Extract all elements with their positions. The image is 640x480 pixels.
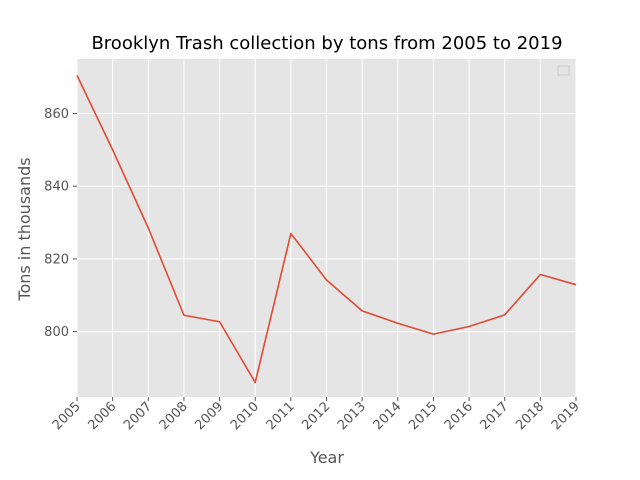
series-layer <box>76 75 577 384</box>
x-tick-label: 2013 <box>335 399 369 433</box>
x-tick-label: 2010 <box>228 399 262 433</box>
y-tick-label: 860 <box>44 107 69 122</box>
x-tick-label: 2006 <box>85 399 119 433</box>
y-tick-label: 800 <box>44 325 69 340</box>
x-tick-label: 2012 <box>299 399 333 433</box>
x-axis-label: Year <box>309 448 344 467</box>
legend-box <box>557 65 570 76</box>
y-axis-label: Tons in thousands <box>15 157 34 301</box>
x-tick-label: 2019 <box>549 399 583 433</box>
x-tick-label: 2008 <box>157 399 191 433</box>
x-tick-label: 2007 <box>121 399 155 433</box>
x-tick-label: 2011 <box>264 399 298 433</box>
grid-lines <box>76 59 577 397</box>
y-tick-label: 840 <box>44 180 69 195</box>
x-tick-label: 2015 <box>406 399 440 433</box>
x-tick-label: 2017 <box>478 399 512 433</box>
x-tick-label: 2014 <box>371 399 405 433</box>
y-axis: 800 820 840 860 <box>44 107 77 340</box>
x-tick-label: 2009 <box>192 399 226 433</box>
chart-title: Brooklyn Trash collection by tons from 2… <box>91 33 562 54</box>
x-tick-label: 2018 <box>513 399 547 433</box>
y-tick-label: 820 <box>44 252 69 267</box>
x-tick-label: 2005 <box>50 399 84 433</box>
x-tick-label: 2016 <box>442 399 476 433</box>
x-axis: 2005 2006 2007 2008 2009 2010 2011 2012 2013 2014… <box>50 397 583 433</box>
